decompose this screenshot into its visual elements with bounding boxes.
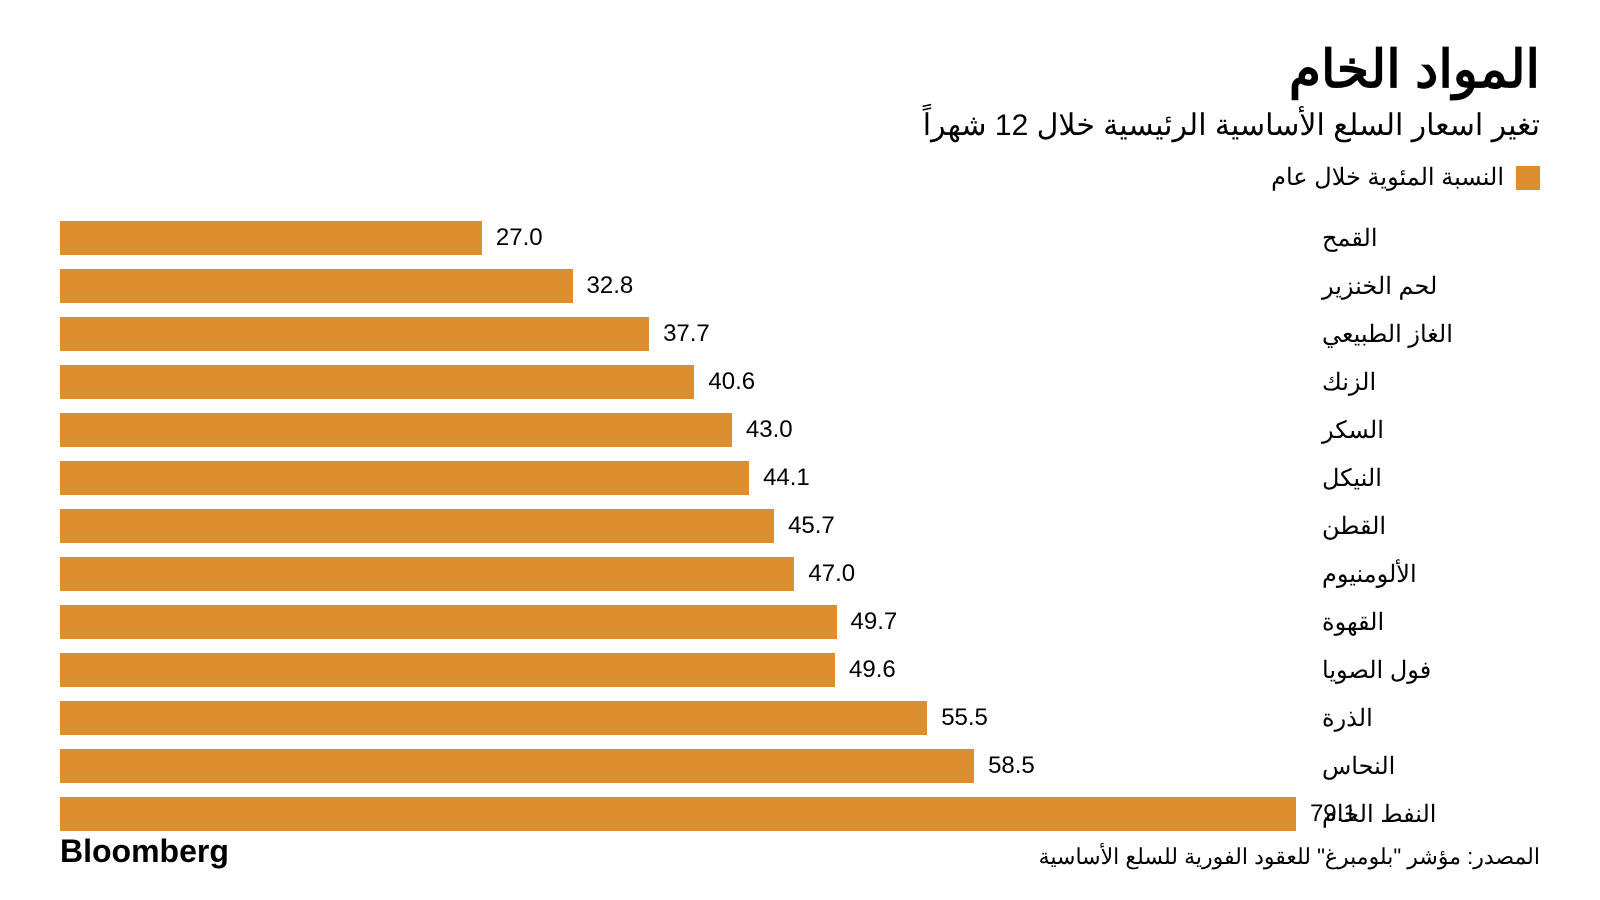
category-label: السكر [1310,416,1540,445]
legend-label: النسبة المئوية خلال عام [1271,163,1504,192]
bar [60,557,794,591]
bar [60,653,835,687]
bar-value: 49.7 [851,608,898,636]
chart-row: الزنك 40.6 [60,361,1540,403]
brand-logo: Bloomberg [60,833,229,870]
bar-area: 27.0 [60,221,1310,255]
bar [60,269,573,303]
chart-row: النفط الخام79.1 [60,793,1540,835]
source-text: المصدر: مؤشر "بلومبرغ" للعقود الفورية لل… [1039,844,1540,870]
bar-area: 32.8 [60,269,1310,303]
bar [60,509,774,543]
bar-value: 55.5 [941,704,988,732]
chart-row: لحم الخنزير 32.8 [60,265,1540,307]
category-label: الزنك [1310,368,1540,397]
bar-value: 32.8 [587,272,634,300]
bar-value: 27.0 [496,224,543,252]
bar-area: 49.7 [60,605,1310,639]
category-label: النحاس [1310,752,1540,781]
bar-area: 55.5 [60,701,1310,735]
bar-value: 45.7 [788,512,835,540]
bar-value: 47.0 [808,560,855,588]
chart-container: المواد الخام تغير اسعار السلع الأساسية ا… [0,0,1600,900]
chart-subtitle: تغير اسعار السلع الأساسية الرئيسية خلال … [60,108,1540,143]
bar-value: 40.6 [708,368,755,396]
bar-value: 44.1 [763,464,810,492]
bar [60,701,927,735]
bar-area: 58.5 [60,749,1310,783]
bar [60,413,732,447]
chart-row: القطن 45.7 [60,505,1540,547]
bar-value: 37.7 [663,320,710,348]
chart-row: الغاز الطبيعي 37.7 [60,313,1540,355]
chart-row: السكر 43.0 [60,409,1540,451]
bar-chart: القمح 27.0 لحم الخنزير 32.8 الغاز الطبيعي 37.… [60,217,1540,835]
chart-row: فول الصويا 49.6 [60,649,1540,691]
bar-value: 79.1 [1310,800,1357,828]
legend: النسبة المئوية خلال عام [60,163,1540,192]
bar-area: 45.7 [60,509,1310,543]
bar-area: 44.1 [60,461,1310,495]
bar [60,317,649,351]
bar [60,797,1296,831]
bar-area: 49.6 [60,653,1310,687]
bar-area: 43.0 [60,413,1310,447]
chart-title: المواد الخام [60,40,1540,100]
category-label: لحم الخنزير [1310,272,1540,301]
bar-area: 40.6 [60,365,1310,399]
bar [60,461,749,495]
bar [60,605,837,639]
bar [60,365,694,399]
bar-area: 79.1 [60,797,1310,831]
chart-row: النحاس 58.5 [60,745,1540,787]
bar-area: 47.0 [60,557,1310,591]
bar-value: 43.0 [746,416,793,444]
chart-row: الألومنيوم 47.0 [60,553,1540,595]
legend-swatch [1516,166,1540,190]
chart-row: القمح 27.0 [60,217,1540,259]
bar-value: 58.5 [988,752,1035,780]
category-label: الذرة [1310,704,1540,733]
bar [60,749,974,783]
chart-row: النيكل 44.1 [60,457,1540,499]
category-label: الغاز الطبيعي [1310,320,1540,349]
category-label: القمح [1310,224,1540,253]
category-label: الألومنيوم [1310,560,1540,589]
bar-value: 49.6 [849,656,896,684]
category-label: النيكل [1310,464,1540,493]
category-label: القطن [1310,512,1540,541]
chart-row: القهوة 49.7 [60,601,1540,643]
bar [60,221,482,255]
category-label: فول الصويا [1310,656,1540,685]
footer: المصدر: مؤشر "بلومبرغ" للعقود الفورية لل… [60,833,1540,870]
category-label: القهوة [1310,608,1540,637]
chart-row: الذرة 55.5 [60,697,1540,739]
bar-area: 37.7 [60,317,1310,351]
